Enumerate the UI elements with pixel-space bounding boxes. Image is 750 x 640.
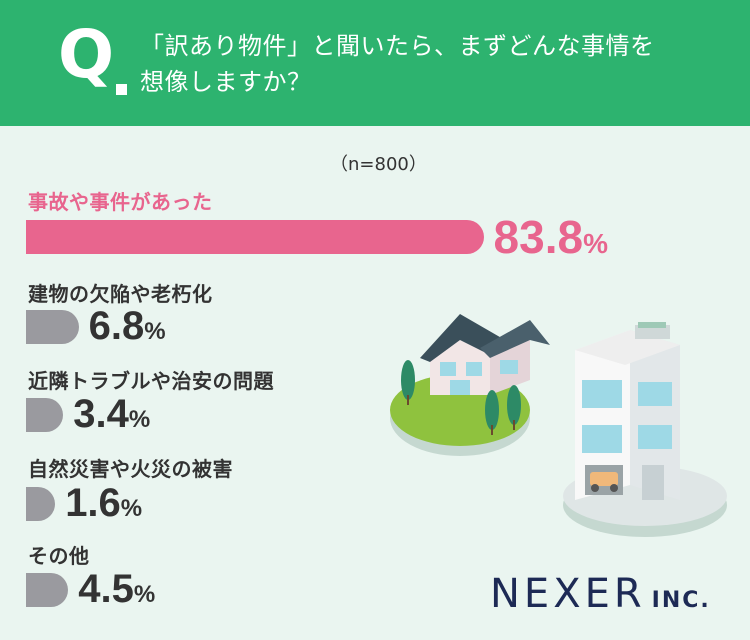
bar	[26, 310, 79, 344]
header-banner: Q 「訳あり物件」と聞いたら、まずどんな事情を 想像しますか？	[0, 0, 750, 126]
question-mark-letter: Q	[58, 16, 115, 93]
category-label: 自然災害や火災の被害	[28, 457, 233, 481]
value-label: 83.8%	[493, 211, 608, 263]
bar	[26, 487, 56, 521]
category-label: 近隣トラブルや治安の問題	[28, 369, 274, 393]
question-text: 「訳あり物件」と聞いたら、まずどんな事情を 想像しますか？	[140, 28, 740, 100]
value-label: 3.4%	[73, 392, 151, 436]
houses-illustration	[390, 314, 727, 537]
category-label: 事故や事件があった	[28, 190, 213, 214]
nexer-logo: NEXER INC.	[490, 574, 711, 614]
bar	[26, 573, 69, 607]
logo-sub: INC.	[651, 588, 711, 613]
logo-main: NEXER	[490, 571, 646, 617]
value-label: 4.5%	[78, 567, 156, 611]
question-line-2: 想像しますか？	[140, 68, 312, 96]
category-label: 建物の欠陥や老朽化	[28, 282, 213, 306]
value-label: 6.8%	[88, 304, 166, 348]
category-label: その他	[28, 544, 90, 568]
question-line-1: 「訳あり物件」と聞いたら、まずどんな事情を	[140, 32, 655, 60]
question-dot	[116, 84, 127, 95]
bar	[26, 398, 64, 432]
value-label: 1.6%	[65, 481, 143, 525]
sample-size-label: （n=800）	[330, 154, 427, 175]
bar	[26, 220, 484, 254]
